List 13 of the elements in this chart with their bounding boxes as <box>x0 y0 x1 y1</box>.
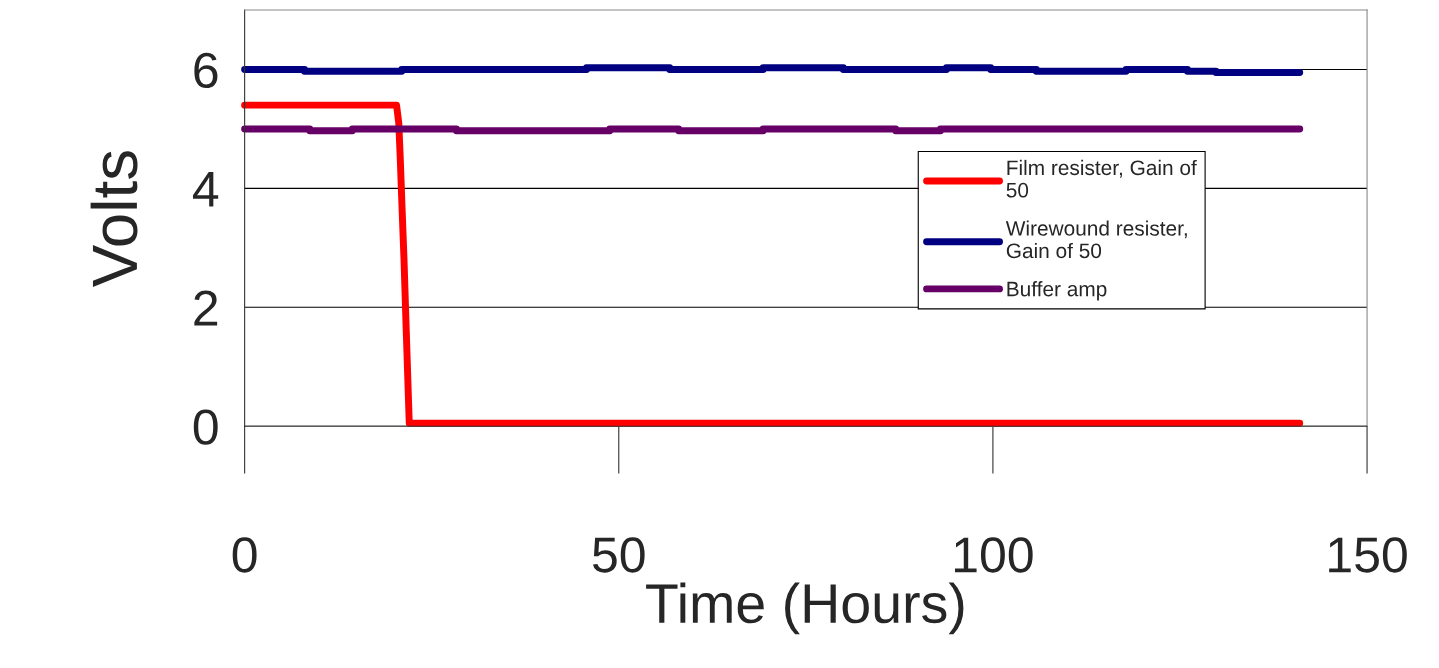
y-tick-label: 0 <box>193 409 218 445</box>
legend-label: Buffer amp <box>1007 281 1107 301</box>
y-tick-label: 6 <box>194 52 218 89</box>
x-tick-label: 50 <box>592 537 645 573</box>
x-tick-label: 0 <box>232 537 257 573</box>
legend-label: Film resister, Gain of 50 <box>1006 159 1197 198</box>
y-tick-label: 4 <box>192 172 219 207</box>
x-axis-title: Time (Hours) <box>646 582 964 635</box>
x-tick-label: 150 <box>1329 537 1407 573</box>
y-tick-label: 2 <box>194 290 218 326</box>
x-tick-label: 100 <box>955 537 1033 573</box>
legend-label: Wirewound resister, Gain of 50 <box>1005 220 1187 259</box>
y-axis-title: Volts <box>90 151 138 288</box>
